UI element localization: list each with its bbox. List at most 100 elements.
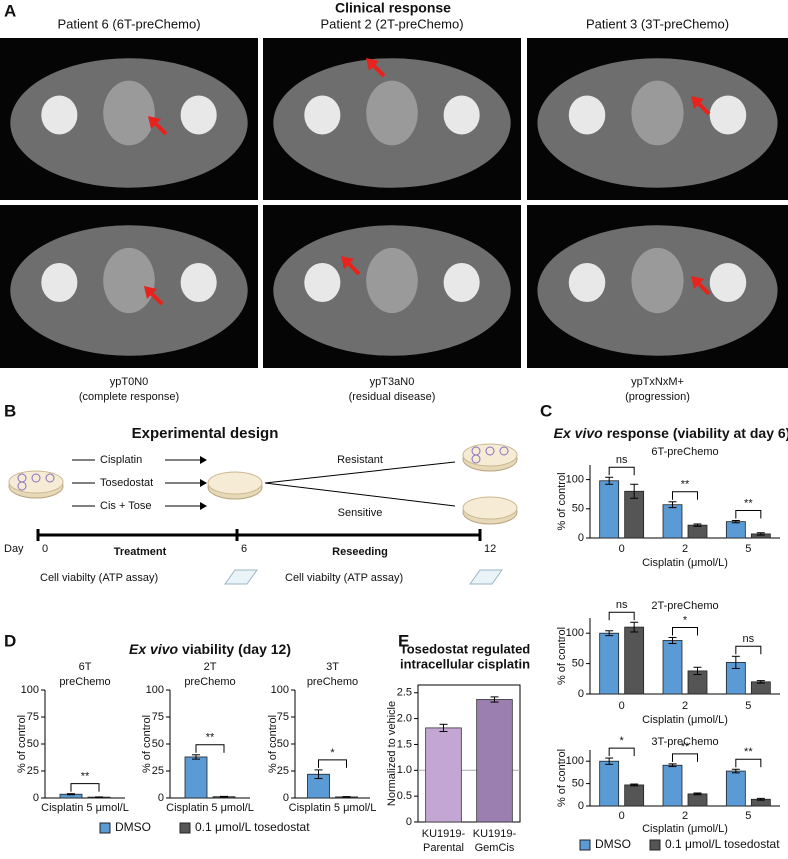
chart-title: preChemo [307,676,358,688]
scan-bone [709,95,747,135]
significance: ** [206,732,215,744]
significance: * [620,735,625,747]
treatment: Tosedostat [100,477,153,489]
chart-title: 6T [79,661,92,673]
arrow-head [200,479,207,487]
significance-bracket [608,747,635,757]
scan-bone [41,95,78,135]
y-axis-label: % of control [141,715,153,773]
treatment: Cis + Tose [100,500,151,512]
title-rest: viability (day 12) [182,641,291,657]
chart-title: 3T [326,661,339,673]
panel-title: Experimental design [132,425,279,442]
y-tick-label: 50 [27,738,39,750]
y-tick-label: 50 [152,738,164,750]
arrow-head [341,256,354,269]
scan-bone [180,262,217,303]
scan-bone [304,262,341,303]
legend-label: 0.1 μmol/L tosedostat [195,820,310,834]
x-tick-label: 0 [619,810,625,822]
legend-swatch [179,822,191,834]
y-tick-label: 100 [271,684,289,696]
arrow-head [144,286,157,299]
scan-organ [103,247,155,314]
day: 6 [241,543,247,555]
y-tick-label: 50 [572,503,584,515]
legend-swatch [579,839,591,851]
panel-label: B [4,401,16,420]
panel-title: Clinical response [335,0,451,16]
panel-label: C [540,401,552,420]
scan-bone [709,262,747,303]
chart-title: intracellular cisplatin [400,656,530,671]
chart-title: 2T-preChemo [651,600,718,612]
y-tick-label: 75 [152,711,164,723]
bar [184,756,208,799]
y-tick-label: 0 [33,792,39,804]
plate [224,569,258,585]
y-tick-label: 50 [572,778,584,790]
y-tick-label: 75 [27,711,39,723]
scan-bone [304,95,341,135]
column-title: Patient 3 (3T-preChemo) [586,16,729,31]
dish-top [207,471,263,495]
chart-title: Tosedostat regulated [400,641,531,656]
chart-title: preChemo [59,676,110,688]
bar [662,504,683,539]
outcome-response: (complete response) [79,391,179,403]
scan-organ [631,80,684,146]
significance-bracket [608,611,635,621]
y-axis-label: % of control [556,749,568,807]
significance: ns [616,454,628,466]
x-tick-label: Parental [423,842,464,854]
bar [599,480,620,539]
y-tick-label: 0 [578,688,584,700]
colony [499,446,509,456]
chart-title: 2T [204,661,217,673]
x-tick-label: Cisplatin 5 μmol/L [41,802,129,814]
y-tick-label: 25 [27,765,39,777]
significance: * [683,614,688,626]
y-axis-label: Normalized to vehicle [386,701,398,806]
y-axis-label: % of control [556,627,568,685]
y-tick-label: 2.5 [397,687,412,699]
legend-swatch [99,822,111,834]
significance-bracket [735,645,762,655]
legend-label: 0.1 μmol/L tosedostat [665,837,780,851]
branch [264,482,456,507]
arrow-head [148,116,161,129]
colony [31,473,41,483]
scan-organ [366,80,418,146]
y-tick-label: 100 [566,474,584,486]
outcome-stage: ypTxNxM+ [631,376,684,388]
y-tick-label: 0 [578,800,584,812]
scan-organ [631,247,684,314]
significance-bracket [672,626,698,636]
y-tick-label: 50 [277,738,289,750]
x-tick-label: KU1919- [473,828,517,840]
title-em: Ex vivo [554,425,603,441]
outcome-stage: ypT3aN0 [370,376,415,388]
phase: Reseeding [332,546,388,558]
chart-title: 3T-preChemo [651,736,718,748]
assay: Cell viabilty (ATP assay) [40,572,158,584]
y-axis-label: % of control [556,472,568,530]
scan-bone [568,262,606,303]
bar [425,727,462,823]
y-tick-label: 100 [146,684,164,696]
x-tick-label: 0 [619,700,625,712]
bar [599,760,620,807]
bar [624,626,645,695]
significance-bracket [608,466,635,476]
significance-bracket [70,783,100,792]
bar [687,793,708,807]
x-tick-label: 2 [682,700,688,712]
colony [17,481,27,491]
branch [264,461,456,484]
scan-bone [443,262,480,303]
y-tick-label: 0 [406,816,412,828]
x-axis-label: Cisplatin (μmol/L) [642,714,728,726]
significance-bracket [672,491,698,500]
x-tick-label: 5 [745,700,751,712]
